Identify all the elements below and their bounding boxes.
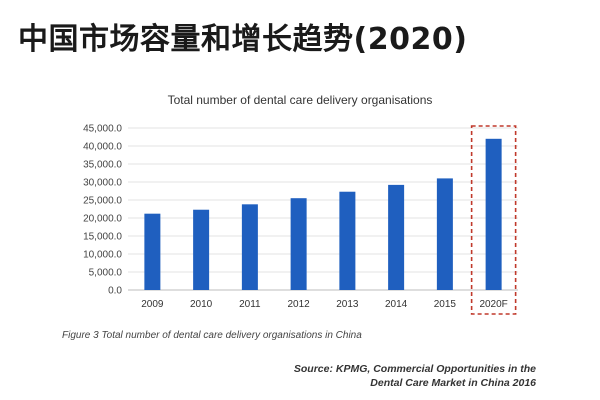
- x-tick-label: 2012: [288, 299, 311, 310]
- x-tick-label: 2010: [190, 299, 213, 310]
- y-tick-label: 45,000.0: [83, 124, 122, 135]
- x-axis: 2009 2010 2011 2012 2013 2014 2015 2020F: [141, 299, 508, 310]
- chart-title: Total number of dental care delivery org…: [168, 93, 433, 107]
- y-tick-label: 25,000.0: [83, 196, 122, 207]
- x-tick-label: 2011: [239, 299, 261, 310]
- x-tick-label: 2020F: [479, 299, 507, 310]
- x-tick-label: 2015: [434, 299, 457, 310]
- x-tick-label: 2013: [336, 299, 359, 310]
- source-note: Source: KPMG, Commercial Opportunities i…: [294, 362, 536, 390]
- page-headline: 中国市场容量和增长趋势(2020): [18, 22, 468, 57]
- highlight-box-2020f: [470, 125, 517, 315]
- y-tick-label: 20,000.0: [83, 214, 122, 225]
- bar-2013: [339, 191, 356, 290]
- bar-2014: [388, 184, 405, 290]
- figure-caption: Figure 3 Total number of dental care del…: [62, 330, 362, 341]
- source-line-1: Source: KPMG, Commercial Opportunities i…: [293, 363, 536, 375]
- bar-2009: [144, 213, 161, 290]
- bar-2020f: [485, 138, 502, 290]
- bar-2010: [193, 209, 210, 290]
- y-tick-label: 0.0: [108, 286, 122, 297]
- y-axis: 0.0 5,000.0 10,000.0 15,000.0 20,000.0 25,000…: [83, 124, 122, 297]
- gridlines: [128, 127, 518, 291]
- y-tick-label: 15,000.0: [83, 232, 122, 243]
- source-line-2: Dental Care Market in China 2016: [370, 377, 536, 389]
- y-tick-label: 35,000.0: [83, 160, 122, 171]
- y-tick-label: 40,000.0: [83, 142, 122, 153]
- bar-2011: [241, 204, 258, 290]
- x-tick-label: 2009: [141, 299, 164, 310]
- bar-2015: [436, 178, 453, 290]
- x-tick-label: 2014: [385, 299, 408, 310]
- bar-2012: [290, 198, 307, 290]
- y-tick-label: 30,000.0: [83, 178, 122, 189]
- bars: [144, 138, 502, 290]
- y-tick-label: 10,000.0: [83, 250, 122, 261]
- y-tick-label: 5,000.0: [89, 268, 123, 279]
